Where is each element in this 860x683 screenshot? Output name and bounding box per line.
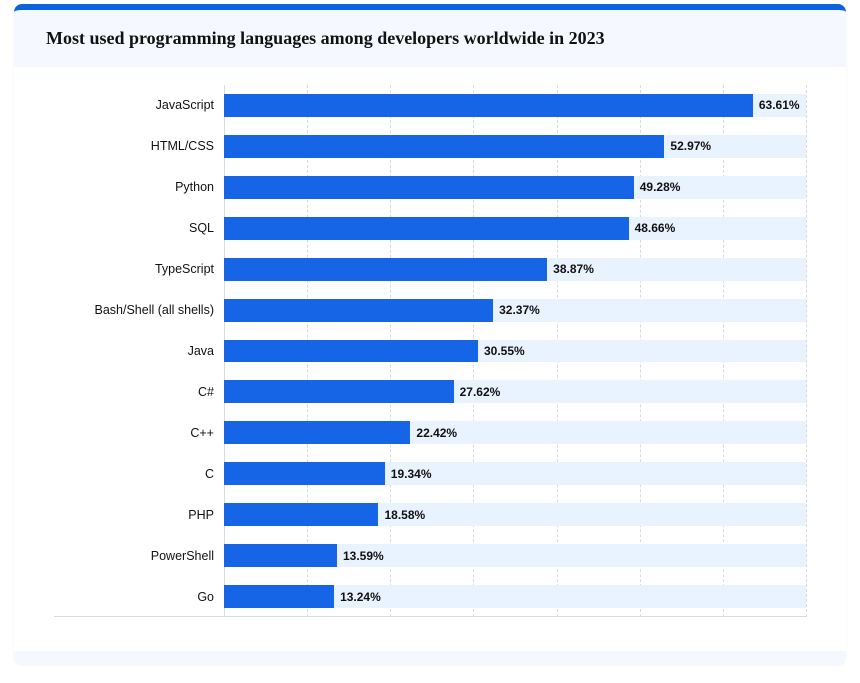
bar-row: HTML/CSS 52.97% xyxy=(54,126,806,167)
bar-row: Java 30.55% xyxy=(54,331,806,372)
bar-row: C++ 22.42% xyxy=(54,412,806,453)
bar-value-label: 22.42% xyxy=(410,426,457,440)
bar-track: 38.87% xyxy=(224,249,806,290)
bar-value-label: 18.58% xyxy=(378,508,425,522)
bar-value-label: 63.61% xyxy=(753,98,800,112)
bar-track: 32.37% xyxy=(224,290,806,331)
category-label: SQL xyxy=(54,221,224,235)
bar-value-label: 19.34% xyxy=(385,467,432,481)
category-label: C xyxy=(54,467,224,481)
bar-track: 63.61% xyxy=(224,85,806,126)
category-label: PowerShell xyxy=(54,549,224,563)
bar-track: 18.58% xyxy=(224,494,806,535)
chart-area: JavaScript 63.61% HTML/CSS 52.97% Python 49.2… xyxy=(54,85,806,629)
bar xyxy=(224,544,337,567)
bar-track: 30.55% xyxy=(224,331,806,372)
bar-row: Go 13.24% xyxy=(54,576,806,617)
bar-row: TypeScript 38.87% xyxy=(54,249,806,290)
bar xyxy=(224,135,664,158)
chart-title: Most used programming languages among de… xyxy=(14,10,846,63)
category-label: C# xyxy=(54,385,224,399)
bar-track: 49.28% xyxy=(224,167,806,208)
bar-track: 22.42% xyxy=(224,412,806,453)
bar xyxy=(224,421,410,444)
category-label: TypeScript xyxy=(54,262,224,276)
bar xyxy=(224,585,334,608)
bar xyxy=(224,258,547,281)
category-label: JavaScript xyxy=(54,98,224,112)
bar-value-label: 48.66% xyxy=(629,221,676,235)
bar xyxy=(224,94,753,117)
bar-row: SQL 48.66% xyxy=(54,208,806,249)
chart-card: Most used programming languages among de… xyxy=(14,4,846,664)
bar-track: 13.59% xyxy=(224,535,806,576)
bar-track: 13.24% xyxy=(224,576,806,617)
bar-track: 52.97% xyxy=(224,126,806,167)
category-label: C++ xyxy=(54,426,224,440)
bar-row: JavaScript 63.61% xyxy=(54,85,806,126)
category-label: PHP xyxy=(54,508,224,522)
bar-row: PowerShell 13.59% xyxy=(54,535,806,576)
bar-row: C 19.34% xyxy=(54,453,806,494)
bar-value-label: 49.28% xyxy=(634,180,681,194)
bar xyxy=(224,217,629,240)
category-label: HTML/CSS xyxy=(54,139,224,153)
category-label: Bash/Shell (all shells) xyxy=(54,303,224,317)
bar xyxy=(224,503,378,526)
bar xyxy=(224,176,634,199)
bar-value-label: 52.97% xyxy=(664,139,711,153)
category-label: Go xyxy=(54,590,224,604)
bar-row: Python 49.28% xyxy=(54,167,806,208)
bar-track: 19.34% xyxy=(224,453,806,494)
bar-value-label: 13.24% xyxy=(334,590,381,604)
bar-value-label: 38.87% xyxy=(547,262,594,276)
chart-panel: JavaScript 63.61% HTML/CSS 52.97% Python 49.2… xyxy=(14,67,846,651)
bar xyxy=(224,462,385,485)
bar-rows: JavaScript 63.61% HTML/CSS 52.97% Python 49.2… xyxy=(54,85,806,617)
bar-row: PHP 18.58% xyxy=(54,494,806,535)
bar xyxy=(224,340,478,363)
bar-track: 27.62% xyxy=(224,371,806,412)
bar-row: C# 27.62% xyxy=(54,371,806,412)
bar-value-label: 13.59% xyxy=(337,549,384,563)
bar xyxy=(224,299,493,322)
bar-track: 48.66% xyxy=(224,208,806,249)
category-label: Java xyxy=(54,344,224,358)
bar xyxy=(224,380,454,403)
bar-value-label: 30.55% xyxy=(478,344,525,358)
category-label: Python xyxy=(54,180,224,194)
gridline xyxy=(806,85,807,617)
bar-value-label: 32.37% xyxy=(493,303,540,317)
bar-row: Bash/Shell (all shells) 32.37% xyxy=(54,290,806,331)
bar-value-label: 27.62% xyxy=(454,385,501,399)
